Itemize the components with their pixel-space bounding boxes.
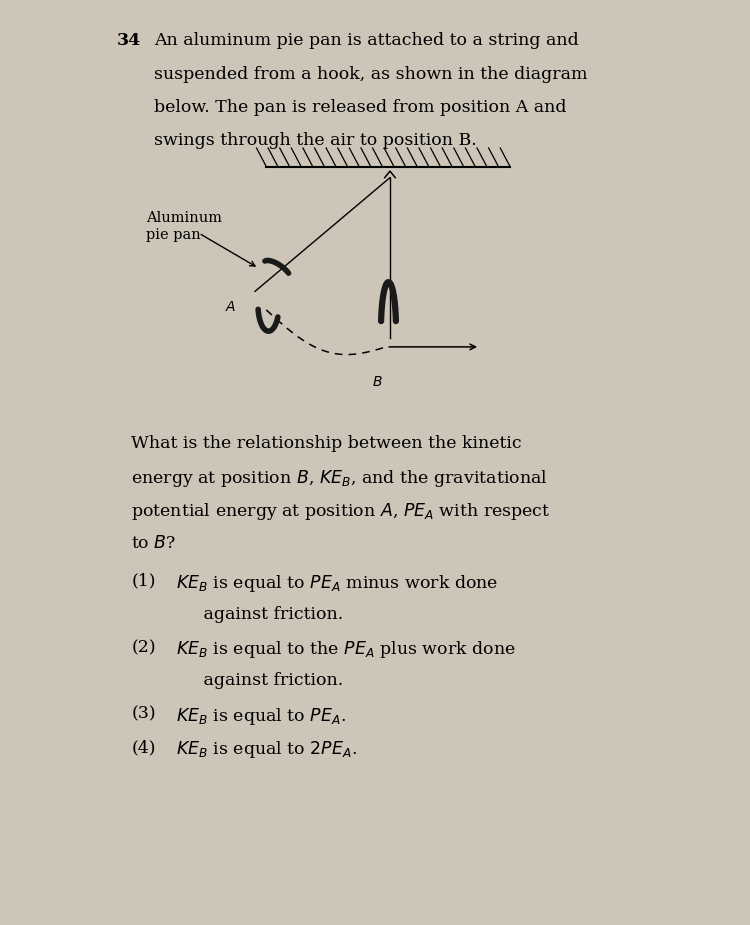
Text: (2): (2) bbox=[131, 639, 156, 656]
Text: against friction.: against friction. bbox=[176, 606, 344, 623]
Text: An aluminum pie pan is attached to a string and: An aluminum pie pan is attached to a str… bbox=[154, 32, 578, 49]
Text: (4): (4) bbox=[131, 739, 156, 756]
Text: energy at position $B$, $KE_B$, and the gravitational: energy at position $B$, $KE_B$, and the … bbox=[131, 468, 548, 489]
Text: $KE_B$ is equal to $PE_A$.: $KE_B$ is equal to $PE_A$. bbox=[176, 706, 346, 727]
Text: What is the relationship between the kinetic: What is the relationship between the kin… bbox=[131, 435, 522, 451]
Text: to $B$?: to $B$? bbox=[131, 535, 176, 551]
Text: 34: 34 bbox=[116, 32, 140, 49]
Text: swings through the air to position B.: swings through the air to position B. bbox=[154, 132, 476, 149]
Text: potential energy at position $A$, $PE_A$ with respect: potential energy at position $A$, $PE_A$… bbox=[131, 501, 550, 523]
Text: $A$: $A$ bbox=[225, 300, 236, 314]
Text: (3): (3) bbox=[131, 706, 156, 722]
Text: $KE_B$ is equal to the $PE_A$ plus work done: $KE_B$ is equal to the $PE_A$ plus work … bbox=[176, 639, 516, 660]
Text: below. The pan is released from position A and: below. The pan is released from position… bbox=[154, 99, 566, 116]
Text: $KE_B$ is equal to $PE_A$ minus work done: $KE_B$ is equal to $PE_A$ minus work don… bbox=[176, 573, 499, 594]
Text: (1): (1) bbox=[131, 573, 156, 589]
Text: against friction.: against friction. bbox=[176, 672, 344, 689]
Text: $B$: $B$ bbox=[372, 375, 382, 388]
Text: $KE_B$ is equal to $2PE_A$.: $KE_B$ is equal to $2PE_A$. bbox=[176, 739, 357, 760]
Text: suspended from a hook, as shown in the diagram: suspended from a hook, as shown in the d… bbox=[154, 66, 587, 82]
Text: Aluminum
pie pan: Aluminum pie pan bbox=[146, 211, 222, 242]
